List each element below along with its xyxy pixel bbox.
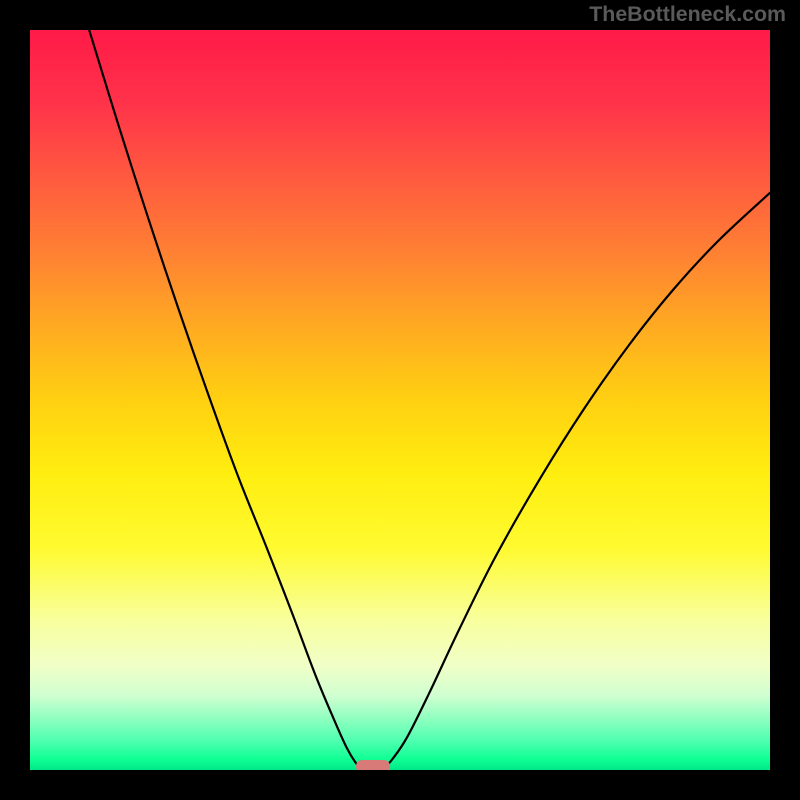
plot-area — [30, 30, 770, 770]
bottleneck-curve — [30, 30, 770, 770]
minimum-marker — [356, 760, 390, 770]
watermark-text: TheBottleneck.com — [589, 2, 786, 27]
chart-container: { "chart": { "type": "line", "canvas": {… — [0, 0, 800, 800]
